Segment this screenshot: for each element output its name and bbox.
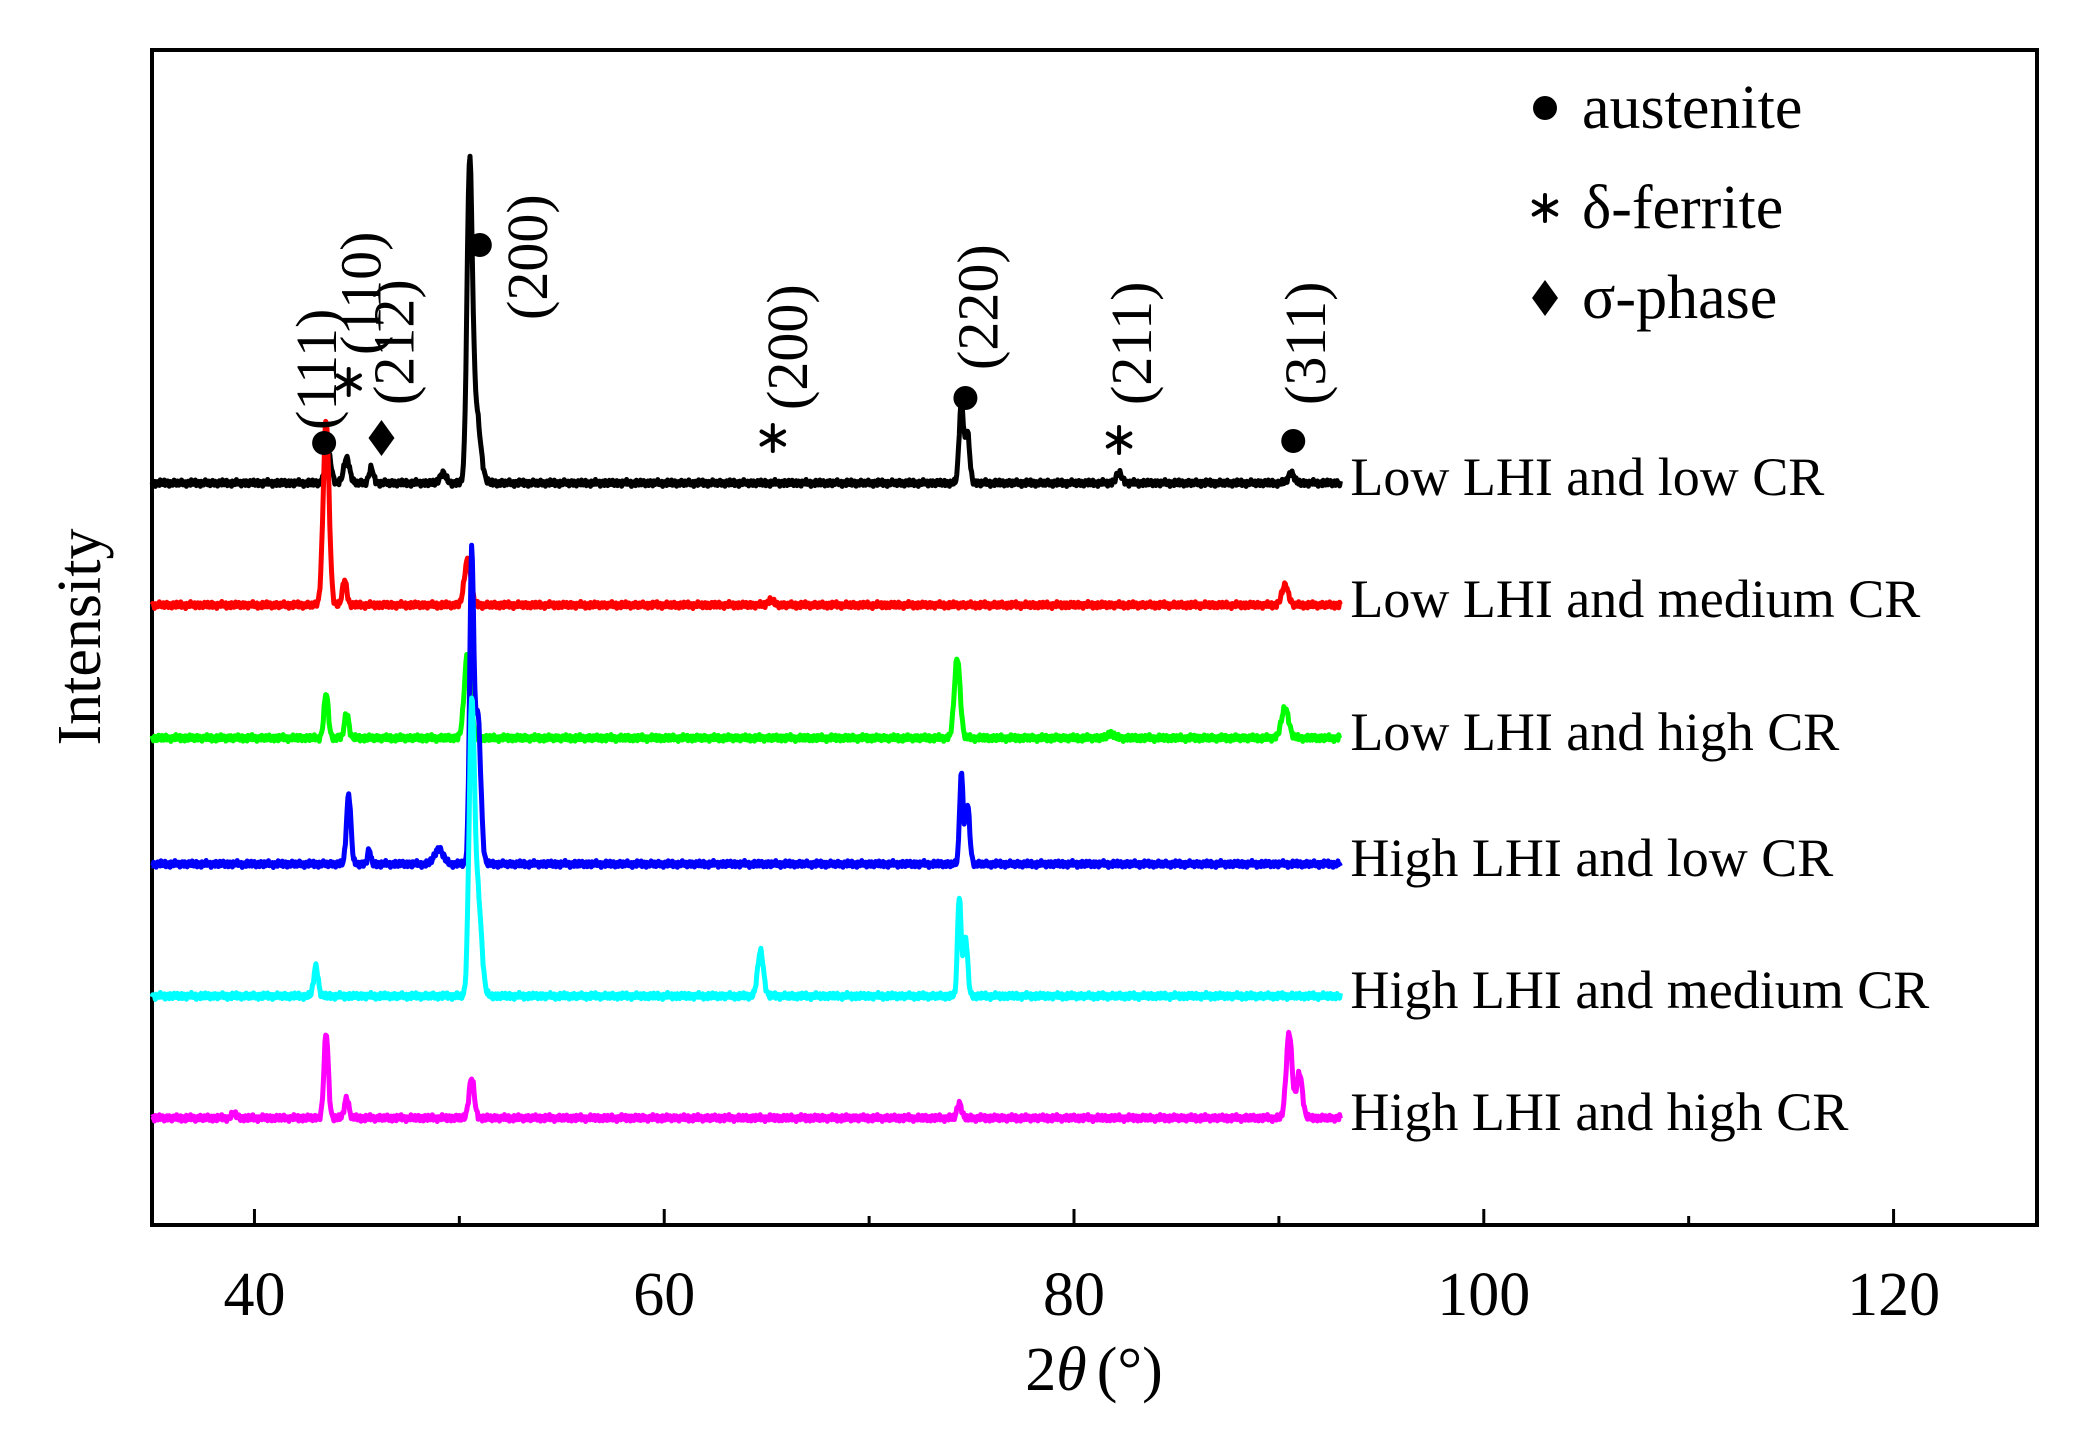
peak-label: (220)	[945, 244, 1010, 370]
x-tick-label: 40	[223, 1261, 285, 1329]
peak-label: (200)	[495, 194, 560, 320]
series-label: High LHI and high CR	[1350, 1082, 1848, 1142]
peak-label: (200)	[755, 284, 820, 410]
peak-label: (211)	[1099, 282, 1164, 405]
x-axis-ticks: 40 60 80 100 120	[223, 1209, 1940, 1329]
series-labels: Low LHI and low CR Low LHI and medium CR L…	[1350, 447, 1929, 1142]
x-axis-label-symbol: θ	[1056, 1336, 1086, 1404]
series-line	[150, 1029, 1343, 1124]
series-line	[150, 542, 1343, 870]
x-axis-label-number: 2	[1025, 1336, 1056, 1404]
series-line	[149, 153, 1343, 489]
austenite-marker-icon	[1281, 429, 1306, 453]
legend-label: σ-phase	[1582, 264, 1777, 332]
legend-label: austenite	[1582, 74, 1802, 142]
legend: austenite δ-ferrite σ-phase	[1531, 74, 1802, 332]
peak-label: (212)	[361, 279, 426, 405]
x-axis-label: 2θ (°)	[1025, 1336, 1163, 1404]
austenite-marker-icon	[953, 386, 978, 410]
series-line	[149, 652, 1343, 744]
series-label: High LHI and medium CR	[1350, 960, 1929, 1020]
series-curves	[149, 153, 1343, 1124]
austenite-marker-icon	[467, 233, 492, 257]
series-line	[149, 695, 1343, 1002]
legend-label: δ-ferrite	[1582, 174, 1783, 242]
peak-annotations: (111)(110)(212) (200) (200) (220) (211) (311)	[284, 194, 1338, 456]
austenite-marker-icon	[312, 431, 337, 455]
legend-circle-icon	[1533, 96, 1557, 120]
series-label: Low LHI and high CR	[1350, 702, 1839, 762]
peak-label: (110)	[329, 232, 394, 355]
legend-asterisk-icon	[1531, 193, 1559, 223]
x-tick-label: 120	[1847, 1261, 1940, 1329]
y-axis-label: Intensity	[46, 529, 114, 746]
x-axis-label-unit: (°)	[1097, 1336, 1163, 1404]
peak-label: (311)	[1273, 282, 1338, 405]
legend-diamond-icon	[1532, 280, 1558, 316]
ferrite-marker-icon	[1105, 425, 1133, 455]
plot-frame	[150, 48, 2039, 1227]
series-label: Low LHI and low CR	[1350, 447, 1824, 507]
sigma-phase-marker-icon	[368, 420, 395, 456]
x-tick-label: 80	[1043, 1261, 1105, 1329]
series-line	[149, 418, 1343, 611]
ferrite-marker-icon	[335, 367, 362, 397]
series-label: Low LHI and medium CR	[1350, 569, 1920, 629]
x-tick-label: 60	[633, 1261, 695, 1329]
x-tick-label: 100	[1437, 1261, 1530, 1329]
peak-label: (111)	[284, 309, 349, 430]
series-label: High LHI and low CR	[1350, 828, 1833, 888]
ferrite-marker-icon	[759, 423, 787, 453]
